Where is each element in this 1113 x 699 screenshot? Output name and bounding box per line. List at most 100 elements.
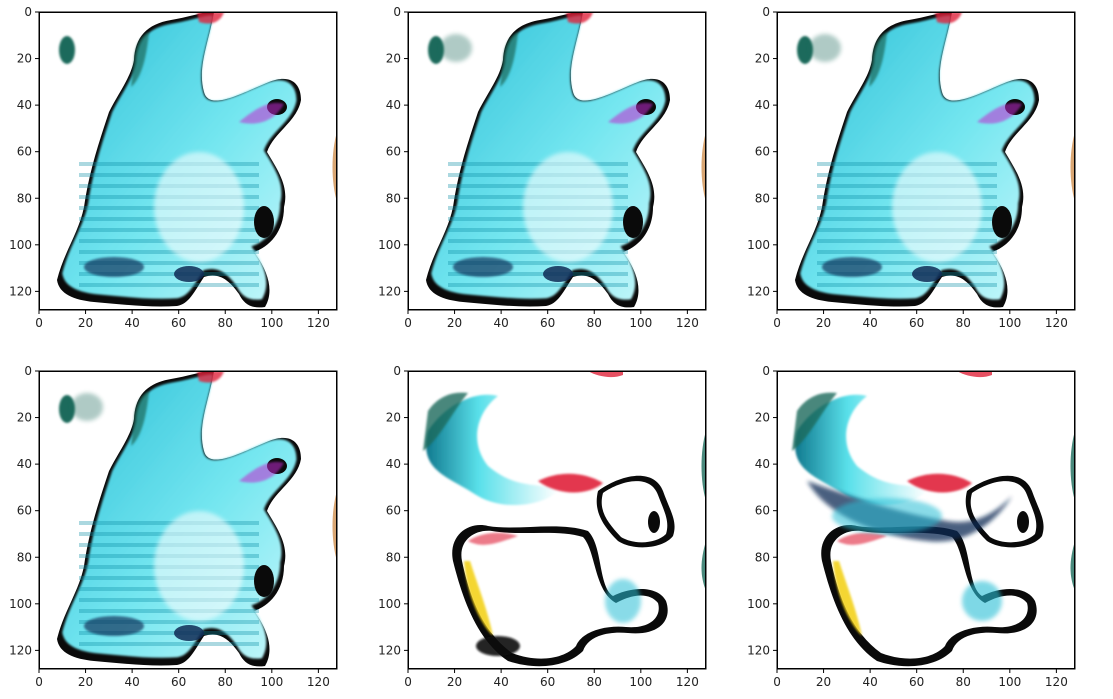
image-content xyxy=(57,371,337,667)
dark-spot xyxy=(992,206,1012,238)
x-tick-label: 100 xyxy=(260,675,283,689)
yellow-edge xyxy=(464,561,493,636)
x-tick-label: 120 xyxy=(1045,675,1068,689)
red-tint xyxy=(468,532,518,545)
dark-spot xyxy=(476,636,520,656)
x-tick-label: 120 xyxy=(676,316,699,330)
y-tick-label: 40 xyxy=(755,98,770,112)
left-blob-halo xyxy=(71,393,103,421)
x-tick-label: 20 xyxy=(78,316,93,330)
right-edge-blob xyxy=(701,132,706,202)
right-edge-blob xyxy=(701,431,706,501)
panels-layer: 0 20 40 60 80 100 120 0 20 40 60 80 100 120 0 20 40 60 80 1… xyxy=(9,5,1076,689)
x-tick-label: 60 xyxy=(171,316,186,330)
y-tick-label: 0 xyxy=(393,5,401,19)
highlight xyxy=(154,511,244,621)
y-tick-label: 20 xyxy=(386,411,401,425)
x-tick-label: 100 xyxy=(629,675,652,689)
panel-5: 0 20 40 60 80 100 120 0 20 40 60 80 100 120 xyxy=(378,364,707,689)
y-tick-label: 120 xyxy=(9,284,32,298)
y-tick-label: 40 xyxy=(386,98,401,112)
axes-frame xyxy=(39,371,337,669)
y-tick-label: 40 xyxy=(755,457,770,471)
stripe xyxy=(817,272,997,276)
image-content xyxy=(795,12,1075,308)
cyan-band xyxy=(832,498,942,534)
x-tick-label: 40 xyxy=(862,675,877,689)
red-tint xyxy=(538,473,603,493)
x-tick-label: 20 xyxy=(447,675,462,689)
x-tick-label: 120 xyxy=(307,316,330,330)
y-tick-label: 100 xyxy=(378,238,401,252)
bottom-lobe xyxy=(461,530,659,659)
y-tick-label: 120 xyxy=(747,643,770,657)
panel-4: 0 20 40 60 80 100 120 0 20 40 60 80 100 120 xyxy=(9,364,338,689)
upper-lobe xyxy=(426,394,558,506)
red-tint xyxy=(837,532,887,545)
stripe xyxy=(79,162,259,166)
x-tick-label: 80 xyxy=(956,316,971,330)
right-edge-blob xyxy=(701,541,706,591)
green-tint xyxy=(792,392,837,451)
x-tick-label: 100 xyxy=(260,316,283,330)
yellow-edge xyxy=(833,561,862,636)
y-tick-label: 40 xyxy=(17,457,32,471)
right-edge-blob xyxy=(1070,541,1075,591)
red-tint xyxy=(935,12,962,24)
top-tint xyxy=(957,371,992,378)
x-tick-label: 80 xyxy=(956,675,971,689)
x-tick-label: 60 xyxy=(171,675,186,689)
y-tick-label: 0 xyxy=(24,364,32,378)
dark-spot xyxy=(254,206,274,238)
cyan-spot xyxy=(962,581,1002,621)
image-content xyxy=(792,371,1075,667)
stripe xyxy=(817,283,997,287)
stripe xyxy=(448,261,628,265)
x-tick-label: 0 xyxy=(35,316,43,330)
y-tick-label: 60 xyxy=(755,504,770,518)
green-tint xyxy=(423,392,468,451)
x-tick-label: 40 xyxy=(124,316,139,330)
y-tick-label: 20 xyxy=(17,52,32,66)
highlight xyxy=(523,152,613,262)
y-tick-label: 0 xyxy=(393,364,401,378)
x-tick-label: 100 xyxy=(998,316,1021,330)
dark-band xyxy=(807,481,1012,542)
x-tick-label: 40 xyxy=(493,316,508,330)
dark-spot xyxy=(174,266,204,282)
x-tick-label: 0 xyxy=(404,316,412,330)
stripe xyxy=(448,283,628,287)
magenta-tint xyxy=(977,102,1022,124)
x-tick-label: 120 xyxy=(676,675,699,689)
axes-frame xyxy=(408,371,706,669)
x-tick-label: 0 xyxy=(773,675,781,689)
green-tint xyxy=(869,32,887,87)
axes-frame xyxy=(408,12,706,310)
x-tick-label: 20 xyxy=(816,675,831,689)
stripe xyxy=(817,261,997,265)
y-tick-label: 0 xyxy=(762,364,770,378)
cyan-spot xyxy=(605,579,641,623)
y-tick-label: 100 xyxy=(9,238,32,252)
panel-6: 0 20 40 60 80 100 120 0 20 40 60 80 100 120 xyxy=(747,364,1076,689)
bottom-lobe xyxy=(830,530,1028,659)
dark-spot xyxy=(623,206,643,238)
image-content xyxy=(423,371,706,667)
y-tick-label: 80 xyxy=(17,191,32,205)
stripe xyxy=(79,631,259,635)
right-edge-blob xyxy=(1070,132,1075,202)
y-tick-label: 100 xyxy=(747,597,770,611)
left-blob xyxy=(428,36,444,64)
y-tick-label: 120 xyxy=(378,284,401,298)
stripe xyxy=(79,250,259,254)
top-tint xyxy=(588,371,623,378)
x-tick-label: 40 xyxy=(124,675,139,689)
y-tick-label: 60 xyxy=(386,145,401,159)
y-tick-label: 80 xyxy=(755,550,770,564)
stripe xyxy=(79,642,259,646)
stripe xyxy=(79,283,259,287)
red-tint xyxy=(197,12,224,24)
stripe xyxy=(79,272,259,276)
stripe xyxy=(79,609,259,613)
